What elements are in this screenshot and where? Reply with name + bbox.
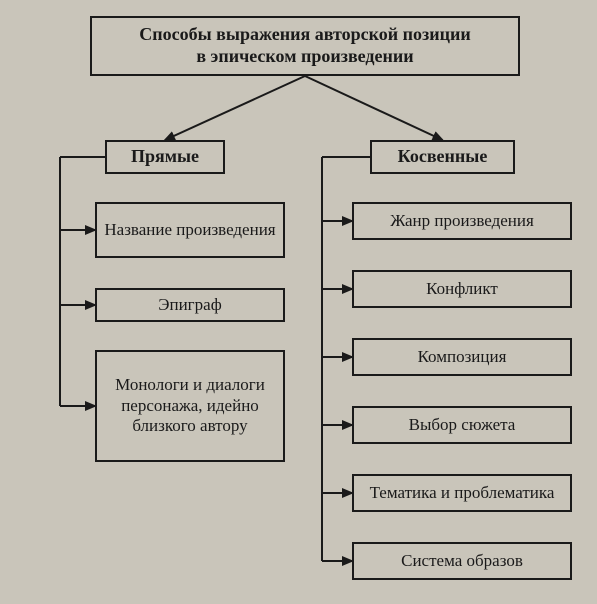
leaf-label: Композиция <box>418 347 507 367</box>
diagram-canvas: Способы выражения авторской позиции в эп… <box>0 0 597 604</box>
leaf-label: Эпиграф <box>158 295 221 315</box>
leaf-node: Конфликт <box>352 270 572 308</box>
leaf-node: Название произведения <box>95 202 285 258</box>
leaf-label: Тематика и проблематика <box>370 483 555 503</box>
leaf-node: Монологи и диалоги персонажа, идейно бли… <box>95 350 285 462</box>
leaf-label: Жанр произведения <box>390 211 534 231</box>
branch-node-indirect: Косвенные <box>370 140 515 174</box>
leaf-label: Название произведения <box>104 220 275 240</box>
leaf-label: Монологи и диалоги персонажа, идейно бли… <box>103 375 277 436</box>
branch-label: Косвенные <box>398 146 488 168</box>
leaf-node: Жанр произведения <box>352 202 572 240</box>
leaf-label: Система образов <box>401 551 523 571</box>
leaf-node: Композиция <box>352 338 572 376</box>
leaf-node: Система образов <box>352 542 572 580</box>
root-label: Способы выражения авторской позиции в эп… <box>139 24 470 67</box>
leaf-node: Эпиграф <box>95 288 285 322</box>
branch-label: Прямые <box>131 146 199 168</box>
leaf-label: Выбор сюжета <box>409 415 516 435</box>
leaf-node: Выбор сюжета <box>352 406 572 444</box>
root-node: Способы выражения авторской позиции в эп… <box>90 16 520 76</box>
leaf-label: Конфликт <box>426 279 498 299</box>
leaf-node: Тематика и проблематика <box>352 474 572 512</box>
branch-node-direct: Прямые <box>105 140 225 174</box>
